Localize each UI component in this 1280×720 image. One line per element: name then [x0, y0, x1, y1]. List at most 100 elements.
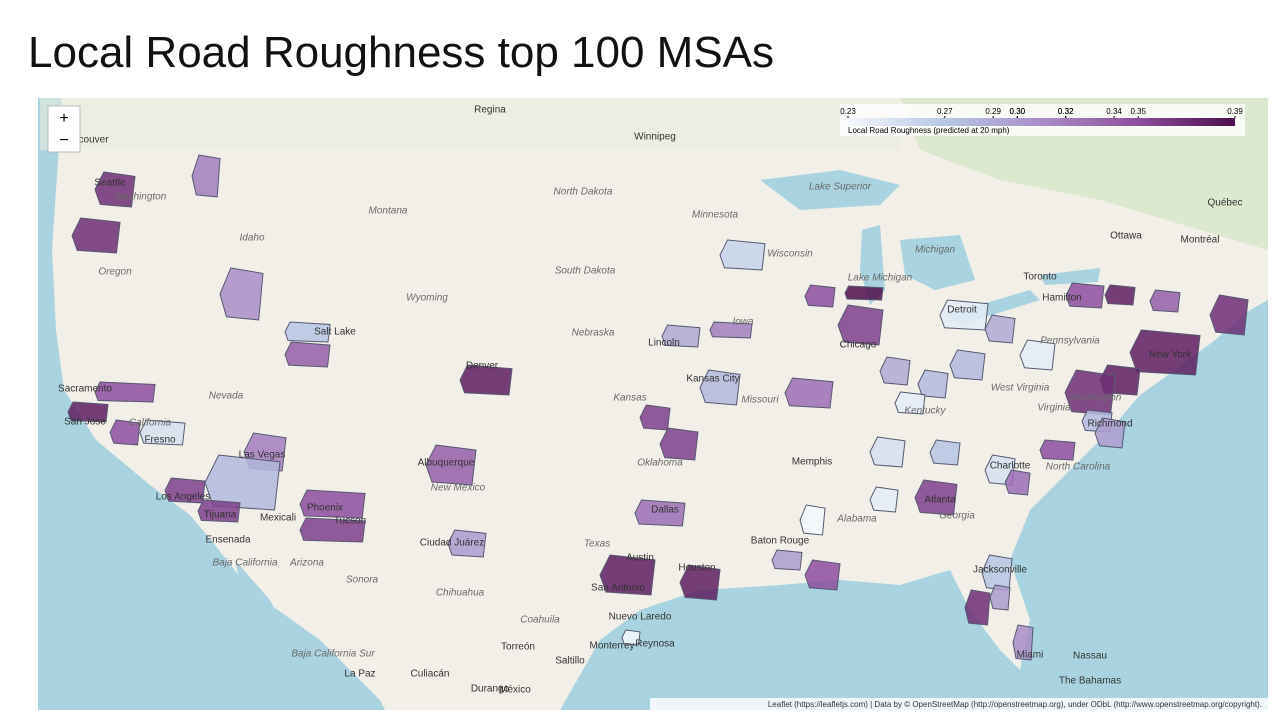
msa-region — [984, 314, 1016, 344]
msa-region — [699, 369, 741, 406]
place-label: Washington — [1069, 393, 1122, 404]
msa-region — [447, 529, 487, 558]
place-label: Ottawa — [1110, 231, 1142, 242]
lake-ontario — [1040, 268, 1100, 285]
legend-tick-label: 0.30 — [1010, 107, 1026, 116]
legend-title: Local Road Roughness (predicted at 20 mp… — [848, 126, 1010, 135]
place-label: Phoenix — [307, 503, 343, 514]
place-label: Vancouver — [61, 135, 109, 146]
place-label: Richmond — [1087, 419, 1132, 430]
place-label: South Dakota — [555, 266, 616, 277]
legend-tick-label: 0.32 — [1058, 107, 1074, 116]
place-label: Seattle — [94, 178, 126, 189]
place-label: Monterrey — [589, 641, 634, 652]
msa-region — [894, 391, 926, 415]
attribution[interactable]: Leaflet (https://leafletjs.com) | Data b… — [768, 700, 1262, 709]
msa-region — [459, 364, 513, 396]
legend-tick-label: 0.30 — [1010, 107, 1026, 116]
place-label: Nevada — [209, 391, 244, 402]
basemap — [38, 98, 1268, 710]
place-label: Saltillo — [555, 656, 585, 667]
place-label: Pennsylvania — [1040, 336, 1100, 347]
place-label: La Paz — [344, 669, 375, 680]
msa-region — [164, 477, 206, 504]
msa-region — [869, 486, 899, 513]
place-label: Baja California Sur — [291, 649, 375, 660]
place-label: Baja California — [212, 558, 277, 569]
msa-region — [989, 584, 1011, 611]
place-label: Kansas City — [686, 374, 739, 385]
place-label: Dallas — [651, 505, 679, 516]
place-label: Ciudad Juárez — [420, 538, 484, 549]
place-label: México — [499, 685, 531, 696]
place-label: Oklahoma — [637, 458, 683, 469]
msa-region — [879, 356, 911, 386]
msa-region — [844, 285, 884, 301]
place-label: Lake Michigan — [848, 273, 913, 284]
place-label: Nuevo Laredo — [609, 612, 672, 623]
place-label: The Bahamas — [1059, 676, 1121, 687]
msa-region — [1209, 294, 1249, 336]
place-label: Idaho — [239, 233, 264, 244]
place-label: Reynosa — [635, 639, 675, 650]
zoom-control: + − — [47, 105, 81, 153]
place-label: Wisconsin — [767, 249, 813, 260]
msa-region — [204, 454, 281, 511]
place-label: Minnesota — [692, 210, 739, 221]
place-label: Fresno — [144, 435, 176, 446]
place-label: Québec — [1207, 198, 1242, 209]
msa-region — [679, 564, 721, 601]
msa-region — [299, 517, 366, 543]
place-label: Lincoln — [648, 338, 680, 349]
zoom-in[interactable]: + — [59, 110, 68, 127]
msa-region — [197, 499, 241, 523]
msa-region — [784, 377, 834, 409]
msa-region — [914, 479, 958, 516]
msa-region — [1149, 289, 1181, 313]
place-label: Georgia — [939, 511, 975, 522]
place-label: Mexicali — [260, 513, 296, 524]
place-label: Charlotte — [990, 461, 1031, 472]
place-label: Durango — [471, 684, 510, 695]
msa-region — [1039, 439, 1076, 461]
place-label: Tijuana — [204, 510, 237, 521]
place-label: Baton Rouge — [751, 536, 810, 547]
place-label: Detroit — [947, 305, 977, 316]
place-label: Sacramento — [58, 384, 112, 395]
place-label: San Antonio — [591, 583, 645, 594]
place-label: Washington — [114, 192, 167, 203]
lake-huron — [900, 235, 975, 290]
msa-region — [67, 401, 109, 423]
place-label: Iowa — [732, 317, 754, 328]
place-label: Houston — [678, 563, 715, 574]
place-label: Sonora — [346, 575, 379, 586]
zoom-out[interactable]: − — [59, 132, 68, 149]
msa-region — [284, 341, 331, 368]
msa-region — [1065, 282, 1105, 309]
lake-superior — [760, 170, 900, 210]
place-label: North Carolina — [1046, 462, 1111, 473]
zoom-box — [47, 105, 81, 153]
msa-region — [929, 439, 961, 466]
place-label: Tucson — [334, 516, 366, 527]
msa-region — [719, 239, 766, 271]
msa-region — [634, 499, 686, 527]
place-labels: Regina Winnipeg Vancouver Seattle Washington… — [58, 105, 1242, 696]
lake-michigan — [860, 225, 885, 305]
legend-tick-label: 0.27 — [937, 107, 953, 116]
msa-region — [299, 489, 366, 519]
place-label: Michigan — [915, 245, 955, 256]
legend-tick-label: 0.34 — [1106, 107, 1122, 116]
msa-region — [284, 321, 331, 343]
msa-region — [94, 171, 136, 208]
place-label: Kentucky — [904, 406, 946, 417]
place-label: Memphis — [792, 457, 833, 468]
place-label: Montana — [369, 206, 408, 217]
msa-region — [837, 304, 884, 346]
msa-region — [939, 299, 989, 331]
legend-tick-label: 0.29 — [985, 107, 1001, 116]
place-label: Torreón — [501, 642, 535, 653]
place-label: Salt Lake — [314, 327, 356, 338]
msa-region — [1019, 339, 1056, 371]
